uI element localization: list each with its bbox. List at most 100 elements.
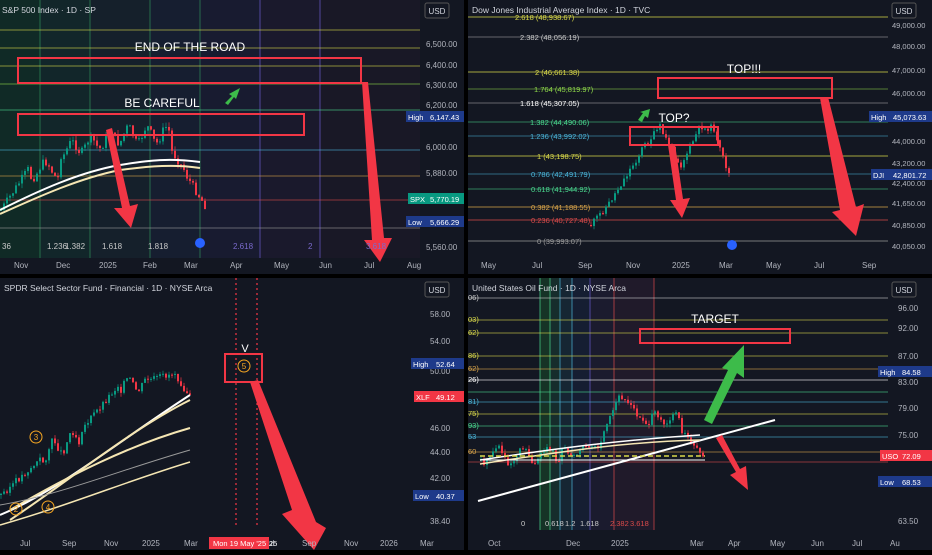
candle-body: [606, 423, 608, 432]
candle-body: [150, 126, 152, 130]
spx-y-tick: 6,500.00: [426, 40, 458, 49]
candle-body: [120, 386, 122, 393]
flag-icon[interactable]: [195, 238, 205, 248]
dji-currency-button[interactable]: [891, 2, 917, 19]
candle-body: [180, 381, 182, 386]
spx-x-tick: Dec: [56, 261, 70, 270]
uso-annotation-top: TARGET: [691, 312, 739, 326]
uso-high-badge-value: 84.58: [902, 368, 921, 377]
candle-body: [662, 124, 664, 135]
uso-y-tick: 83.00: [898, 378, 919, 387]
spx-x-tick: May: [274, 261, 289, 270]
target-box: [639, 328, 791, 344]
candle-body: [30, 167, 32, 179]
uso-x-tick: 2025: [611, 539, 629, 548]
candle-body: [492, 451, 494, 457]
candle-body: [696, 445, 698, 448]
dji-high-badge-label: High: [871, 113, 886, 122]
uso-x-tick: Au: [890, 539, 900, 548]
xlf-x-tick: Jul: [20, 539, 30, 548]
candle-body: [183, 385, 185, 392]
candle-body: [680, 162, 682, 168]
candle-body: [552, 450, 554, 452]
candle-body: [722, 147, 724, 156]
candle-body: [108, 394, 110, 403]
candle-body: [593, 218, 595, 227]
uso-currency-button[interactable]: [891, 281, 917, 298]
candle-body: [486, 458, 488, 466]
candle-body: [93, 134, 95, 141]
candle-body: [75, 140, 77, 150]
candle-body: [693, 443, 695, 446]
uso-ticker-badge-label: USO: [882, 452, 898, 461]
candle-body: [63, 450, 65, 454]
candle-body: [168, 374, 170, 378]
dji-y-tick: 46,000.00: [892, 89, 925, 98]
xlf-currency-button[interactable]: [424, 281, 450, 298]
spx-annotation-mid: BE CAREFUL: [124, 96, 200, 110]
candle-body: [707, 128, 709, 131]
spx-currency-button[interactable]: [424, 2, 450, 19]
candle-body: [546, 447, 548, 452]
candle-body: [111, 394, 113, 396]
spx-price-badge-value: 5,770.19: [430, 195, 459, 204]
candle-body: [594, 446, 596, 448]
xlf-currency-label: USD: [429, 286, 446, 295]
spx-x-tick: Aug: [407, 261, 421, 270]
candle-body: [699, 447, 701, 453]
dji-y-tick: 44,000.00: [892, 137, 925, 146]
dji-x-tick: May: [481, 261, 496, 270]
uso-x-tick: Dec: [566, 539, 580, 548]
candle-body: [689, 144, 691, 154]
uso-y-tick: 96.00: [898, 304, 919, 313]
xlf-high-badge-label: High: [413, 360, 428, 369]
candle-body: [588, 446, 590, 448]
dji-fib-label: 1.236 (43,992.02): [530, 132, 590, 141]
candle-body: [620, 186, 622, 190]
candle-body: [168, 126, 170, 131]
xlf-x-tick: Sep: [302, 539, 317, 548]
candle-body: [102, 147, 104, 149]
dji-price-badge-value: 42,801.72: [893, 171, 926, 180]
candle-body: [198, 194, 200, 198]
candle-body: [174, 150, 176, 159]
candle-body: [608, 201, 610, 207]
spx-fib-label: 2.618: [233, 242, 254, 251]
candle-body: [9, 486, 11, 493]
candle-body: [78, 149, 80, 153]
dji-fib-label: 1.382 (44,490.06): [530, 118, 590, 127]
candle-body: [683, 160, 685, 168]
xlf-x-tick: Mar: [184, 539, 198, 548]
candle-body: [617, 189, 619, 194]
dji-fib-label: 2 (46,661.38): [535, 68, 580, 77]
candle-body: [704, 128, 706, 130]
flag-icon[interactable]: [727, 240, 737, 250]
candle-body: [522, 448, 524, 450]
candle-body: [123, 133, 125, 141]
candle-body: [489, 456, 491, 459]
candle-body: [24, 170, 26, 175]
dji-fib-label: 2.618 (48,938.67): [515, 13, 575, 22]
candle-body: [483, 459, 485, 466]
xlf-ticker-badge-label: XLF: [416, 393, 430, 402]
candle-body: [582, 446, 584, 451]
dji-fib-label: 0.236 (40,727.48): [531, 216, 591, 225]
candle-body: [99, 409, 101, 411]
dji-currency-label: USD: [896, 7, 913, 16]
candle-body: [698, 125, 700, 135]
candle-body: [84, 144, 86, 148]
candle-body: [678, 412, 680, 419]
candle-body: [201, 197, 203, 201]
candle-body: [641, 147, 643, 157]
dji-x-tick: Sep: [862, 261, 877, 270]
uso-y-tick: 79.00: [898, 404, 919, 413]
xlf-y-tick: 44.00: [430, 448, 451, 457]
dji-fib-label: 1 (43,198.75): [537, 152, 582, 161]
candle-body: [614, 193, 616, 201]
spx-down-arrow-2: [362, 82, 392, 262]
dji-annotation-mid: TOP?: [658, 111, 689, 125]
wave-circle-2: 2: [14, 505, 19, 514]
candle-body: [27, 472, 29, 476]
candle-body: [653, 131, 655, 140]
